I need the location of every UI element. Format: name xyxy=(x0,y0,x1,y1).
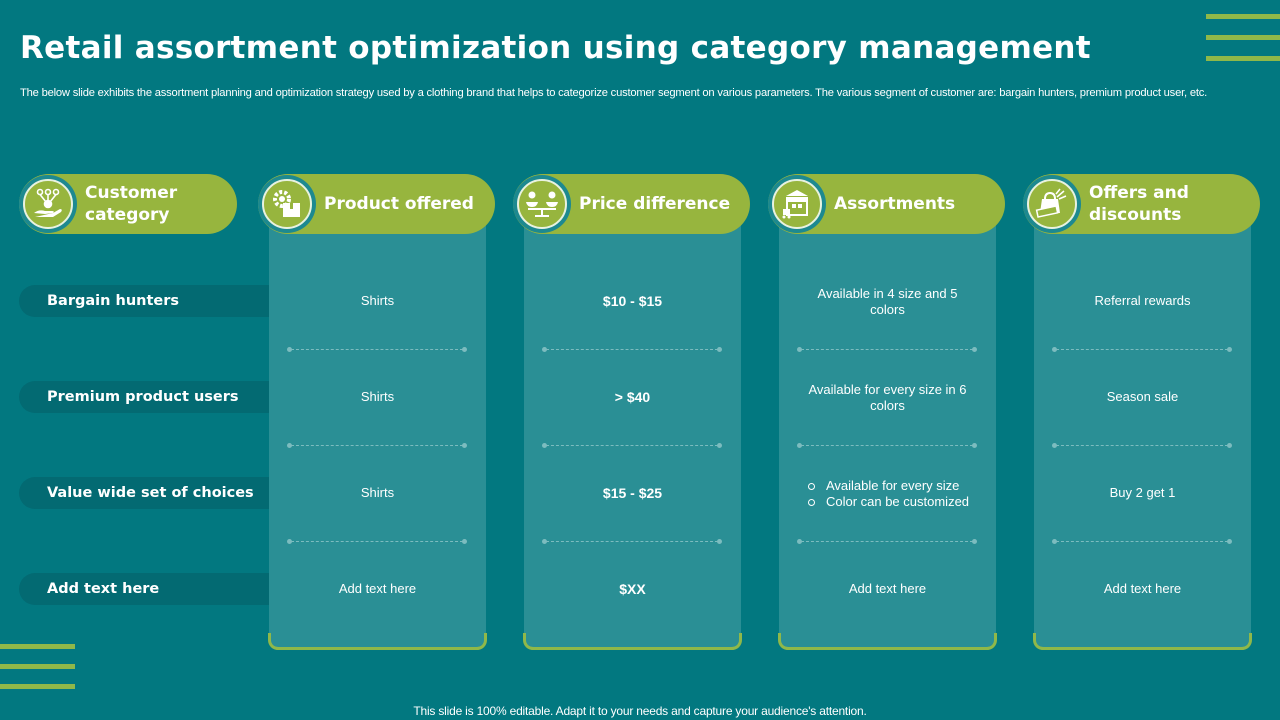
cell-assortment: Available for every size Color can be cu… xyxy=(779,478,996,510)
header-label: Customer category xyxy=(85,183,178,225)
dashed-divider xyxy=(797,443,977,448)
cell-price: $15 - $25 xyxy=(602,485,663,501)
shopping-bag-discount-icon xyxy=(1027,179,1077,229)
dashed-divider xyxy=(542,539,722,544)
row-category-bargain-hunters: Bargain hunters xyxy=(19,285,269,317)
gear-box-icon xyxy=(262,179,312,229)
cell-assortment: Add text here xyxy=(848,581,927,596)
dashed-divider xyxy=(542,443,722,448)
row-category-add-text: Add text here xyxy=(19,573,269,605)
column-panel-price xyxy=(523,225,742,650)
dashed-divider xyxy=(1052,443,1232,448)
row-category-premium-users: Premium product users xyxy=(19,381,269,413)
balance-scale-icon xyxy=(517,179,567,229)
cell-price: $XX xyxy=(619,581,646,597)
dashed-divider xyxy=(542,347,722,352)
cell-offer: Referral rewards xyxy=(1094,293,1191,308)
column-panel-assortments xyxy=(778,225,997,650)
cell-product: Add text here xyxy=(338,581,417,596)
column-panel-offers xyxy=(1033,225,1252,650)
warehouse-icon xyxy=(772,179,822,229)
decorative-stripes-bottom-left xyxy=(0,644,75,704)
header-offers-discounts: Offers and discounts xyxy=(1023,174,1260,234)
cell-price: $10 - $15 xyxy=(602,293,663,309)
dashed-divider xyxy=(1052,539,1232,544)
cell-offer: Buy 2 get 1 xyxy=(1109,485,1176,500)
header-customer-category: Customer category xyxy=(19,174,237,234)
cell-offer: Season sale xyxy=(1106,389,1179,404)
dashed-divider xyxy=(797,347,977,352)
row-category-value-choices: Value wide set of choices xyxy=(19,477,269,509)
cell-product: Shirts xyxy=(360,485,395,500)
header-label: Assortments xyxy=(834,194,956,214)
column-panel-product xyxy=(268,225,487,650)
cell-product: Shirts xyxy=(360,293,395,308)
header-label: Product offered xyxy=(324,194,474,214)
cell-offer: Add text here xyxy=(1103,581,1182,596)
header-price-difference: Price difference xyxy=(513,174,750,234)
dashed-divider xyxy=(287,443,467,448)
cell-assortment: Available in 4 size and 5 colors xyxy=(817,286,958,317)
dashed-divider xyxy=(1052,347,1232,352)
bullet-item: Available for every size xyxy=(806,478,969,494)
slide-subtitle: The below slide exhibits the assortment … xyxy=(20,87,1208,99)
slide-title: Retail assortment optimization using cat… xyxy=(20,30,1091,66)
bullet-item: Color can be customized xyxy=(806,494,969,510)
header-label: Price difference xyxy=(579,194,731,214)
dashed-divider xyxy=(797,539,977,544)
header-label: Offers and discounts xyxy=(1089,183,1189,225)
cell-price: > $40 xyxy=(614,389,651,405)
slide-footer: This slide is 100% editable. Adapt it to… xyxy=(413,704,867,718)
dashed-divider xyxy=(287,347,467,352)
dashed-divider xyxy=(287,539,467,544)
cell-product: Shirts xyxy=(360,389,395,404)
hand-network-icon xyxy=(23,179,73,229)
assortment-bullet-list: Available for every size Color can be cu… xyxy=(806,478,969,510)
decorative-stripes-top-right xyxy=(1206,14,1280,77)
header-product-offered: Product offered xyxy=(258,174,495,234)
header-assortments: Assortments xyxy=(768,174,1005,234)
cell-assortment: Available for every size in 6 colors xyxy=(808,382,967,413)
